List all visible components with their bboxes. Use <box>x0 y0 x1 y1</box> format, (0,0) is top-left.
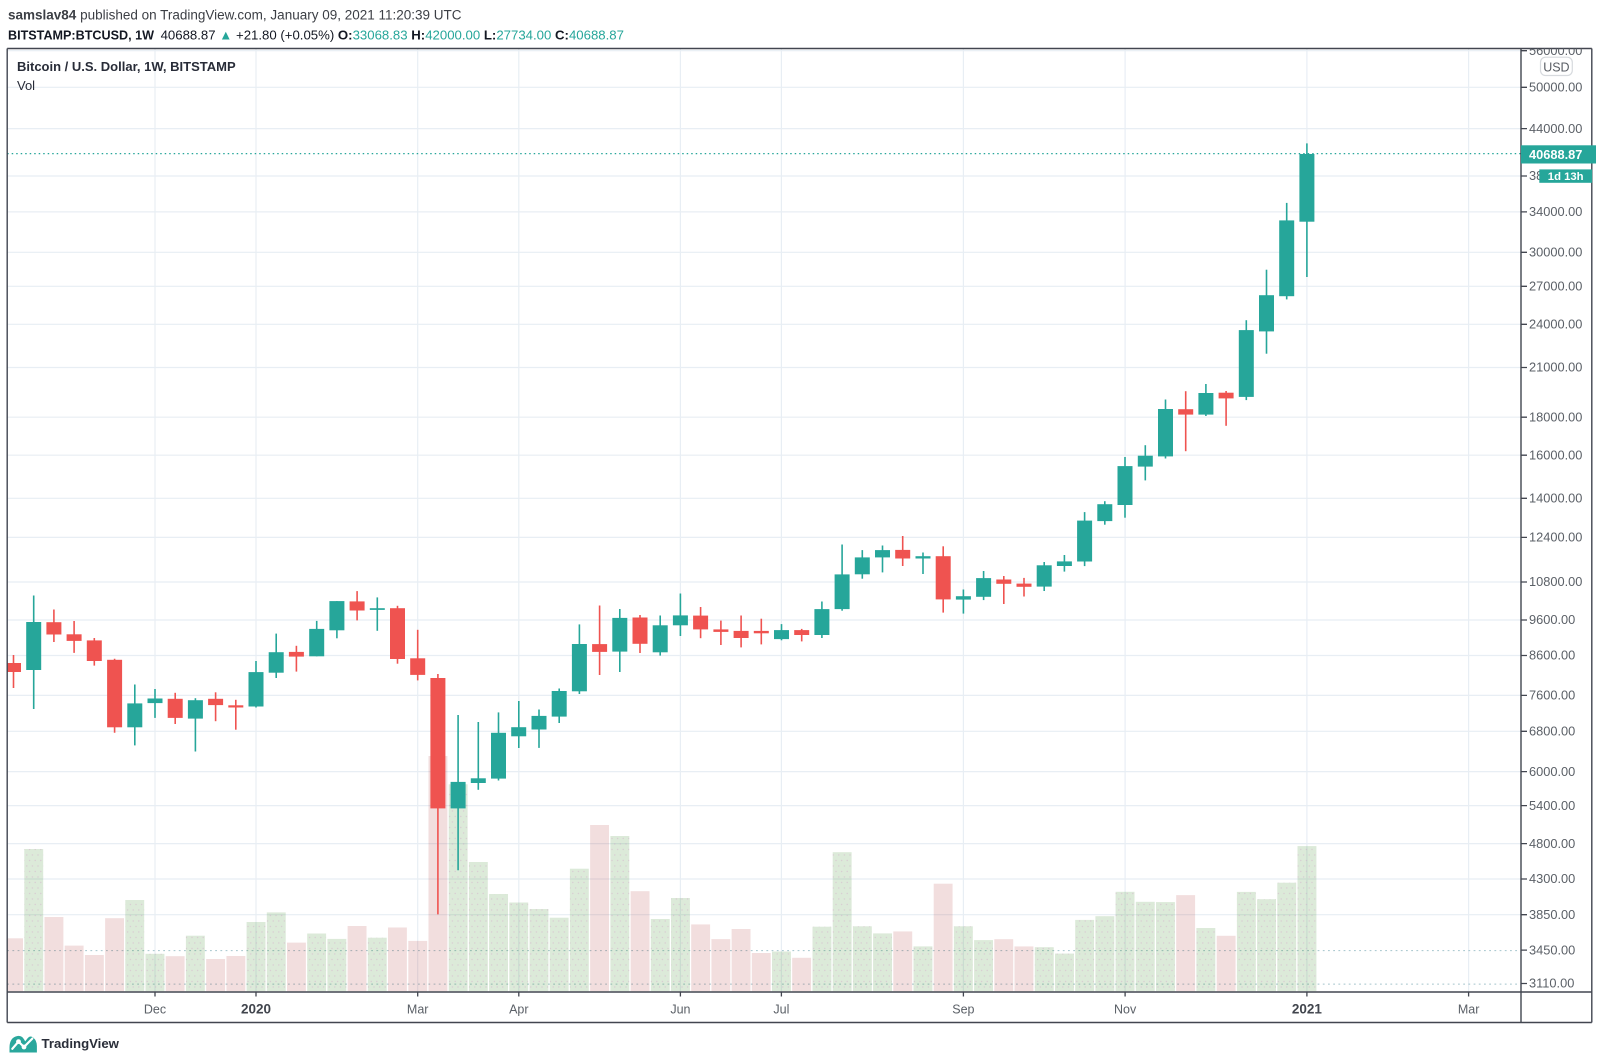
svg-text:34000.00: 34000.00 <box>1529 204 1582 219</box>
svg-text:Apr: Apr <box>509 1003 528 1017</box>
svg-text:3850.00: 3850.00 <box>1529 907 1575 922</box>
svg-text:Bitcoin / U.S. Dollar, 1W, BIT: Bitcoin / U.S. Dollar, 1W, BITSTAMP <box>17 59 236 74</box>
svg-text:samslav84 published on Trading: samslav84 published on TradingView.com, … <box>8 8 462 23</box>
svg-text:8600.00: 8600.00 <box>1529 648 1575 663</box>
svg-text:USD: USD <box>1543 60 1569 74</box>
svg-text:21000.00: 21000.00 <box>1529 360 1582 375</box>
svg-text:2020: 2020 <box>241 1002 271 1017</box>
svg-text:3450.00: 3450.00 <box>1529 942 1575 957</box>
svg-text:Mar: Mar <box>1458 1003 1480 1017</box>
svg-text:9600.00: 9600.00 <box>1529 612 1575 627</box>
svg-text:16000.00: 16000.00 <box>1529 447 1582 462</box>
svg-text:Nov: Nov <box>1114 1003 1137 1017</box>
svg-text:Mar: Mar <box>407 1003 429 1017</box>
svg-text:4800.00: 4800.00 <box>1529 836 1575 851</box>
svg-text:1d 13h: 1d 13h <box>1548 171 1584 183</box>
svg-text:44000.00: 44000.00 <box>1529 121 1582 136</box>
svg-text:24000.00: 24000.00 <box>1529 317 1582 332</box>
svg-text:Sep: Sep <box>952 1003 974 1017</box>
svg-text:18000.00: 18000.00 <box>1529 409 1582 424</box>
svg-text:56000.00: 56000.00 <box>1529 43 1582 58</box>
svg-text:7600.00: 7600.00 <box>1529 688 1575 703</box>
svg-text:Vol: Vol <box>17 78 35 93</box>
svg-text:2021: 2021 <box>1292 1002 1323 1017</box>
svg-text:14000.00: 14000.00 <box>1529 491 1582 506</box>
svg-text:5400.00: 5400.00 <box>1529 798 1575 813</box>
svg-text:6000.00: 6000.00 <box>1529 764 1575 779</box>
svg-text:10800.00: 10800.00 <box>1529 574 1582 589</box>
svg-text:12400.00: 12400.00 <box>1529 530 1582 545</box>
svg-text:3110.00: 3110.00 <box>1529 976 1574 991</box>
svg-text:Jun: Jun <box>670 1003 690 1017</box>
svg-text:BITSTAMP:BTCUSD, 1W 40688.87 ▲: BITSTAMP:BTCUSD, 1W 40688.87 ▲ +21.80 (+… <box>8 28 624 43</box>
svg-text:Dec: Dec <box>144 1003 166 1017</box>
svg-text:4300.00: 4300.00 <box>1529 871 1575 886</box>
svg-text:30000.00: 30000.00 <box>1529 245 1582 260</box>
svg-text:Jul: Jul <box>773 1003 789 1017</box>
svg-text:TradingView: TradingView <box>42 1036 120 1051</box>
svg-text:50000.00: 50000.00 <box>1529 80 1582 95</box>
svg-text:6800.00: 6800.00 <box>1529 724 1575 739</box>
svg-text:40688.87: 40688.87 <box>1529 147 1582 162</box>
svg-text:27000.00: 27000.00 <box>1529 279 1582 294</box>
